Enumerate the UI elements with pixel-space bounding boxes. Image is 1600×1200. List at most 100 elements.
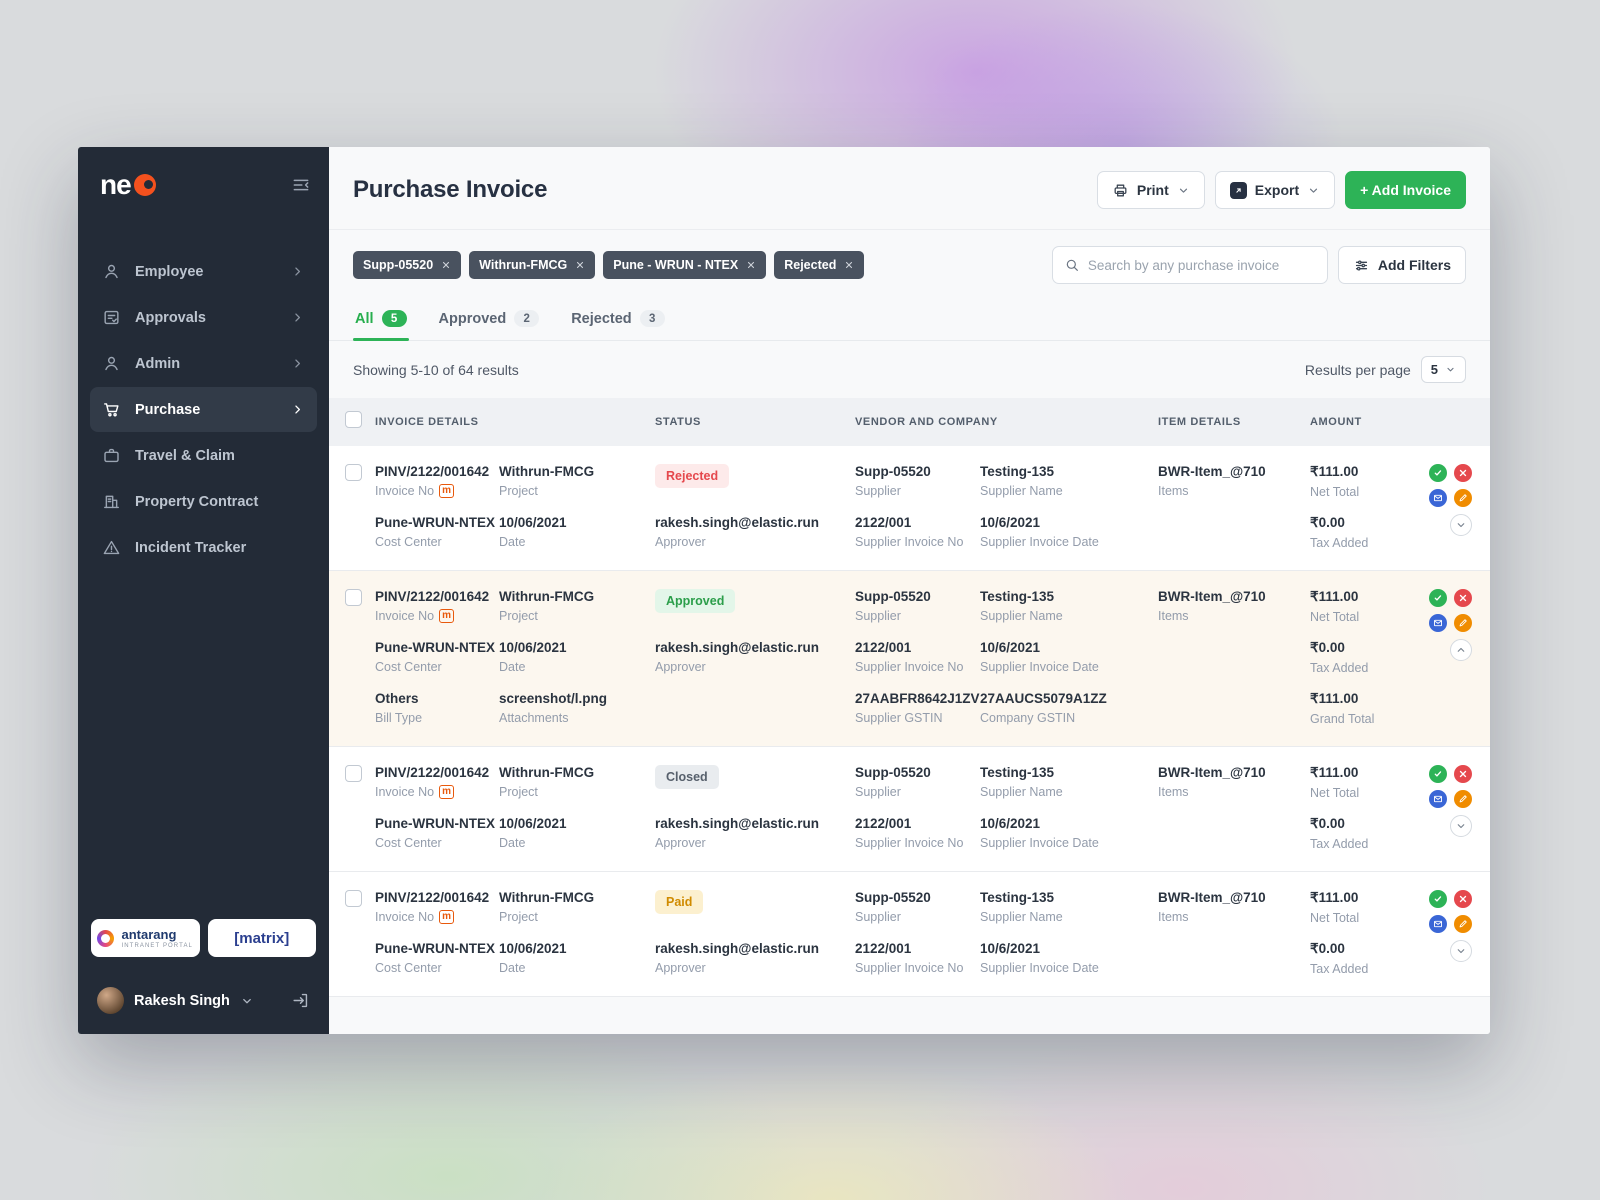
expand-toggle-button[interactable] [1450,639,1472,661]
table-header: INVOICE DETAILS STATUS VENDOR AND COMPAN… [329,398,1490,446]
search-input[interactable] [1087,257,1316,273]
pencil-icon [1459,920,1467,928]
supplier-gstin-value: 27AABFR8642J1ZV [855,691,980,706]
approve-button[interactable] [1429,765,1447,783]
supplier-invoice-date-value: 10/6/2021 [980,515,1041,530]
attachments-value[interactable]: screenshot/l.png [499,691,608,706]
col-amount: AMOUNT [1310,416,1362,428]
sidebar-collapse-icon[interactable] [291,175,311,195]
tax-added-label: Tax Added [1310,837,1369,851]
results-per-page-select[interactable]: 5 [1420,356,1466,383]
user-menu[interactable]: Rakesh Singh [91,981,316,1018]
cost-center-cell: Pune-WRUN-NTEX Cost Center [375,515,499,549]
items-cell: BWR-Item_@710 Items [1158,765,1310,799]
invoice-no-cell: PINV/2122/001642 Invoice No m [375,589,499,623]
reject-button[interactable] [1454,890,1472,908]
supplier-invoice-no-value: 2122/001 [855,816,912,831]
close-icon [1459,594,1467,602]
supplier-name-label: Supplier Name [980,910,1063,924]
row-checkbox[interactable] [345,464,362,481]
admin-icon [102,354,121,373]
filter-chip[interactable]: Pune - WRUN - NTEX [603,251,767,279]
row-checkbox[interactable] [345,589,362,606]
date-cell: 10/06/2021 Date [499,515,655,549]
antarang-badge[interactable]: antarang INTRANET PORTAL [91,919,200,957]
select-all-checkbox[interactable] [345,411,362,428]
sidebar-item-employee[interactable]: Employee [90,249,317,294]
reject-button[interactable] [1454,589,1472,607]
sidebar-item-property-contract[interactable]: Property Contract [90,479,317,524]
supplier-gstin-label: Supplier GSTIN [855,711,943,725]
chip-close-icon[interactable] [844,260,854,270]
cost-center-label: Cost Center [375,660,442,674]
supplier-invoice-date-label: Supplier Invoice Date [980,535,1099,549]
chevron-right-icon [290,264,305,279]
chip-close-icon[interactable] [441,260,451,270]
sidebar-item-label: Admin [135,355,181,372]
date-label: Date [499,961,526,975]
approve-button[interactable] [1429,589,1447,607]
supplier-invoice-date-value: 10/6/2021 [980,816,1041,831]
approver-value: rakesh.singh@elastic.run [655,941,819,956]
sidebar-item-travel-claim[interactable]: Travel & Claim [90,433,317,478]
filter-chip[interactable]: Rejected [774,251,865,279]
approver-cell: rakesh.singh@elastic.run Approver [655,515,855,549]
sidebar-item-approvals[interactable]: Approvals [90,295,317,340]
net-total-value: ₹111.00 [1310,464,1359,479]
tab-rejected[interactable]: Rejected 3 [569,300,666,340]
expand-toggle-button[interactable] [1450,815,1472,837]
invoice-row: PINV/2122/001642 Invoice No m Withrun-FMC… [329,571,1490,747]
sidebar-item-purchase[interactable]: Purchase [90,387,317,432]
app-window: ne Employee Approvals [78,147,1490,1034]
sidebar: ne Employee Approvals [78,147,329,1034]
check-icon [1434,470,1442,476]
sidebar-item-label: Employee [135,263,204,280]
supplier-invoice-date-cell: 10/6/2021 Supplier Invoice Date [980,816,1158,850]
row-actions [1422,589,1474,661]
reject-button[interactable] [1454,765,1472,783]
supplier-invoice-date-label: Supplier Invoice Date [980,660,1099,674]
sidebar-item-admin[interactable]: Admin [90,341,317,386]
invoice-no-label: Invoice No [375,910,435,924]
add-filters-button[interactable]: Add Filters [1337,246,1466,284]
antarang-title: antarang [121,926,177,942]
filter-chips: Supp-05520 Withrun-FMCG Pune - WRUN - NT… [353,251,865,279]
matrix-badge[interactable]: [matrix] [207,919,316,957]
status-badge: Paid [655,890,704,914]
email-button[interactable] [1429,790,1447,808]
bill-type-value: Others [375,691,419,706]
export-button[interactable]: Export [1214,171,1336,209]
search-box [1051,246,1328,284]
expand-toggle-button[interactable] [1450,940,1472,962]
reject-button[interactable] [1454,464,1472,482]
chip-close-icon[interactable] [746,260,756,270]
print-button[interactable]: Print [1096,171,1205,209]
edit-button[interactable] [1454,614,1472,632]
net-total-label: Net Total [1310,786,1360,800]
email-button[interactable] [1429,614,1447,632]
approve-button[interactable] [1429,890,1447,908]
approver-cell: rakesh.singh@elastic.run Approver [655,941,855,975]
tab-all[interactable]: All 5 [353,300,409,341]
edit-button[interactable] [1454,915,1472,933]
edit-button[interactable] [1454,489,1472,507]
add-invoice-button[interactable]: + Add Invoice [1345,171,1466,209]
email-button[interactable] [1429,915,1447,933]
filter-chip[interactable]: Supp-05520 [353,251,462,279]
row-checkbox[interactable] [345,890,362,907]
approve-button[interactable] [1429,464,1447,482]
row-checkbox[interactable] [345,765,362,782]
edit-button[interactable] [1454,790,1472,808]
supplier-value: Supp-05520 [855,890,931,905]
net-total-cell: ₹111.00 Net Total [1310,464,1422,499]
antarang-logo-icon [97,929,115,947]
logout-icon[interactable] [291,991,310,1010]
filter-chip[interactable]: Withrun-FMCG [469,251,596,279]
supplier-name-cell: Testing-135 Supplier Name [980,464,1158,498]
chip-close-icon[interactable] [575,260,585,270]
chevron-down-icon[interactable] [240,994,254,1008]
sidebar-item-incident-tracker[interactable]: Incident Tracker [90,525,317,570]
tab-approved[interactable]: Approved 2 [437,300,542,340]
email-button[interactable] [1429,489,1447,507]
expand-toggle-button[interactable] [1450,514,1472,536]
